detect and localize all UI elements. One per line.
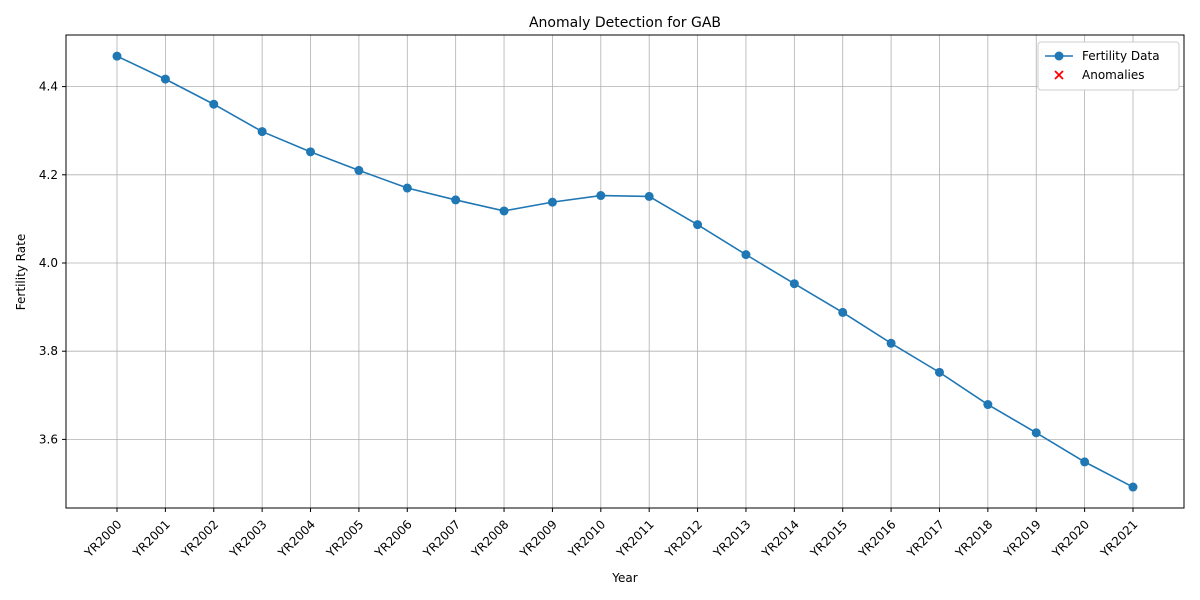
- fertility-data-point: [306, 147, 316, 157]
- fertility-data-point: [112, 51, 122, 61]
- fertility-data-point: [838, 307, 848, 317]
- fertility-data-point: [499, 206, 509, 216]
- chart-title: Anomaly Detection for GAB: [529, 15, 721, 31]
- fertility-data-point: [886, 338, 896, 348]
- legend-fertility-label: Fertility Data: [1082, 49, 1160, 63]
- fertility-data-point: [160, 74, 170, 84]
- series-marker-layer: [112, 51, 1138, 492]
- fertility-data-point: [596, 191, 606, 201]
- grid: [66, 35, 1184, 508]
- plot-area-frame: [65, 34, 1185, 509]
- fertility-data-point: [547, 197, 557, 207]
- fertility-data-point: [693, 220, 703, 230]
- legend-anomalies-marker: [1054, 70, 1064, 80]
- y-tick-label: 3.8: [39, 344, 58, 358]
- fertility-data-point: [1031, 428, 1041, 438]
- y-tick-label: 4.2: [39, 168, 58, 182]
- legend-anomaly-x: [1054, 70, 1064, 80]
- fertility-data-point: [1128, 482, 1138, 492]
- fertility-data-point: [451, 195, 461, 205]
- fertility-data-point: [934, 367, 944, 377]
- y-tick-label: 3.6: [39, 432, 58, 446]
- fertility-data-line: [116, 55, 1134, 488]
- fertility-data-point: [354, 165, 364, 175]
- fertility-data-point: [209, 99, 219, 109]
- y-axis-label: Fertility Rate: [14, 234, 28, 310]
- y-tick-label: 4.0: [39, 256, 58, 270]
- series-line-layer: [116, 55, 1134, 488]
- y-tick-label: 4.4: [39, 80, 58, 94]
- fertility-data-point: [741, 250, 751, 260]
- fertility-data-point: [789, 279, 799, 289]
- fertility-data-point: [1080, 457, 1090, 467]
- y-axis-ticks: 3.6 3.8 4.0 4.2 4.4: [39, 80, 66, 446]
- legend-box: [1037, 41, 1180, 91]
- fertility-data-point: [402, 183, 412, 193]
- fertility-data-point: [257, 127, 267, 137]
- legend-fertility-marker: [1054, 51, 1064, 61]
- fertility-data-point: [644, 191, 654, 201]
- legend-anomalies-label: Anomalies: [1082, 68, 1145, 82]
- legend: Fertility Data Anomalies: [1037, 41, 1180, 91]
- fertility-data-point: [983, 400, 993, 410]
- x-axis-label: Year: [611, 571, 637, 585]
